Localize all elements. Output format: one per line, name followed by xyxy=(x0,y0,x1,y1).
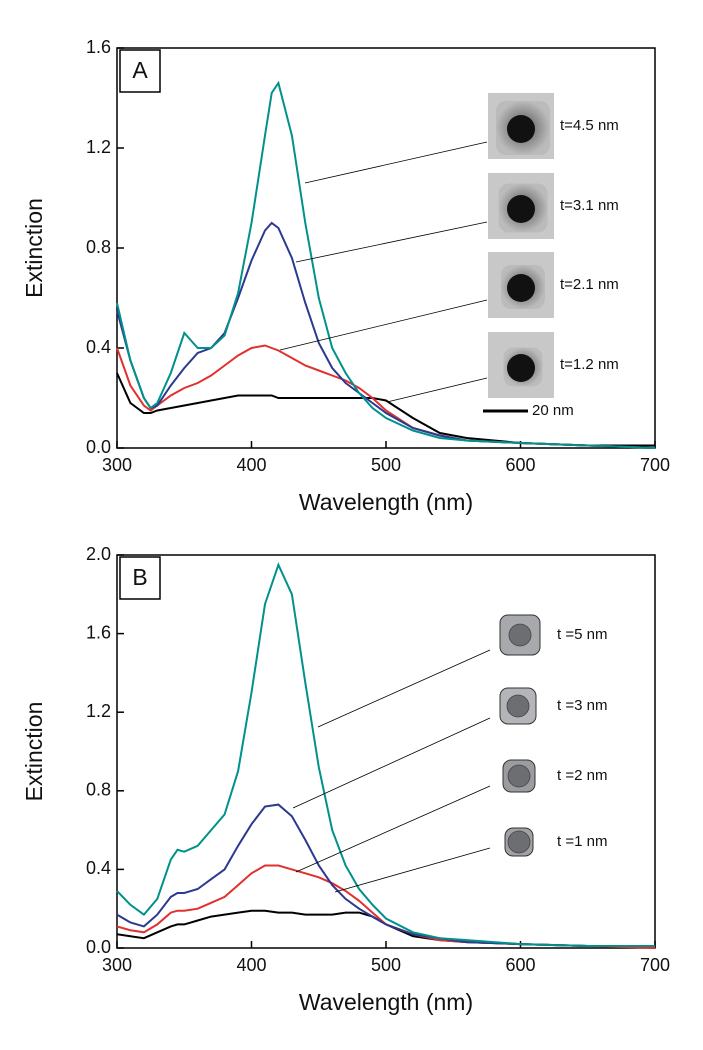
leader-line xyxy=(295,221,488,263)
x-tick-label: 700 xyxy=(640,955,670,975)
line-series xyxy=(116,909,655,947)
y-tick-label: 0.4 xyxy=(86,858,111,878)
y-tick-label: 0.0 xyxy=(86,937,111,957)
tem-core xyxy=(507,274,535,302)
core-icon xyxy=(508,623,532,647)
legend-label: t=1.2 nm xyxy=(560,356,619,373)
x-tick-label: 500 xyxy=(371,455,401,475)
tem-core xyxy=(507,354,535,382)
y-axis-label: Extinction xyxy=(21,198,47,298)
leader-line xyxy=(386,377,488,403)
y-tick-label: 0.8 xyxy=(86,780,111,800)
x-axis-label: Wavelength (nm) xyxy=(299,489,473,515)
plot-frame xyxy=(116,47,656,449)
legend-label: t=2.1 nm xyxy=(560,276,619,293)
legend-label: t =3 nm xyxy=(557,697,607,714)
x-tick-label: 600 xyxy=(505,455,535,475)
scale-bar-label: 20 nm xyxy=(532,402,574,419)
y-tick-label: 1.6 xyxy=(86,37,111,57)
line-series xyxy=(116,803,655,947)
core-icon xyxy=(507,830,531,854)
x-tick-label: 400 xyxy=(236,455,266,475)
tem-core xyxy=(507,195,535,223)
leader-line xyxy=(334,847,491,893)
y-tick-label: 2.0 xyxy=(86,544,111,564)
panel-label-box xyxy=(119,556,161,600)
x-tick-label: 600 xyxy=(505,955,535,975)
legend-label: t=3.1 nm xyxy=(560,197,619,214)
legend-label: t =2 nm xyxy=(557,767,607,784)
leader-line xyxy=(304,141,488,184)
x-tick-label: 300 xyxy=(102,455,132,475)
x-tick-label: 700 xyxy=(640,455,670,475)
leader-line xyxy=(279,299,488,351)
x-tick-label: 400 xyxy=(236,955,266,975)
leader-line xyxy=(295,785,491,873)
legend-label: t =1 nm xyxy=(557,833,607,850)
y-tick-label: 1.6 xyxy=(86,622,111,642)
x-tick-label: 500 xyxy=(371,955,401,975)
panel-label: B xyxy=(132,564,147,590)
x-axis-label: Wavelength (nm) xyxy=(299,989,473,1015)
y-axis-label: Extinction xyxy=(21,702,47,802)
legend-label: t =5 nm xyxy=(557,626,607,643)
panel-label-box xyxy=(119,49,161,93)
y-tick-label: 1.2 xyxy=(86,137,111,157)
tem-core xyxy=(507,115,535,143)
leader-line xyxy=(317,649,491,728)
line-series xyxy=(116,221,656,449)
leader-line xyxy=(292,717,491,809)
panel-label: A xyxy=(132,57,148,83)
legend-label: t=4.5 nm xyxy=(560,117,619,134)
y-tick-label: 0.8 xyxy=(86,237,111,257)
y-tick-label: 1.2 xyxy=(86,701,111,721)
core-icon xyxy=(506,694,530,718)
y-tick-label: 0.0 xyxy=(86,437,111,457)
x-tick-label: 300 xyxy=(102,955,132,975)
line-series xyxy=(116,562,655,947)
line-series xyxy=(116,372,655,447)
line-series xyxy=(116,80,656,449)
core-icon xyxy=(507,764,531,788)
y-tick-label: 0.4 xyxy=(86,337,111,357)
